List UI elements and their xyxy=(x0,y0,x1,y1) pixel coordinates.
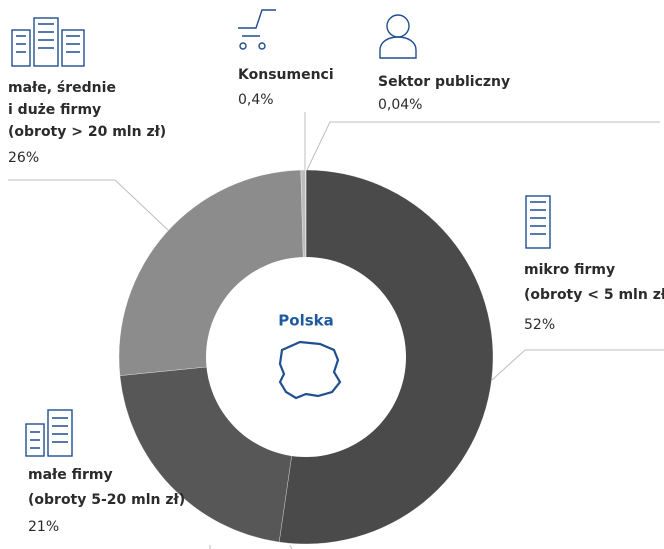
icons xyxy=(11,9,551,457)
map-poland xyxy=(278,340,342,400)
category-label: mikro firmy xyxy=(524,262,615,278)
category-label: (obroty < 5 mln zł) xyxy=(524,287,664,303)
leader-line xyxy=(289,544,293,549)
category-label: Konsumenci xyxy=(238,67,334,83)
category-label: Sektor publiczny xyxy=(378,74,510,90)
category-label: (obroty > 20 mln zł) xyxy=(8,124,166,140)
value-label: 0,04% xyxy=(378,97,422,113)
donut-hole xyxy=(206,257,406,457)
category-label: małe firmy xyxy=(28,467,113,483)
value-label: 0,4% xyxy=(238,92,274,108)
icon-building xyxy=(525,195,551,249)
category-label: małe, średnie xyxy=(8,80,116,96)
icon-buildings-small xyxy=(25,409,73,457)
icon-person xyxy=(379,14,417,59)
icon-cart xyxy=(238,9,276,50)
category-label: (obroty 5-20 mln zł) xyxy=(28,492,185,508)
leader-line xyxy=(306,121,660,171)
value-label: 21% xyxy=(28,519,59,535)
value-label: 26% xyxy=(8,150,39,166)
leader-line xyxy=(491,349,664,381)
value-label: 52% xyxy=(524,317,555,333)
center-label: Polska xyxy=(278,312,333,330)
icon-buildings xyxy=(11,17,85,67)
category-label: i duże firmy xyxy=(8,102,101,118)
